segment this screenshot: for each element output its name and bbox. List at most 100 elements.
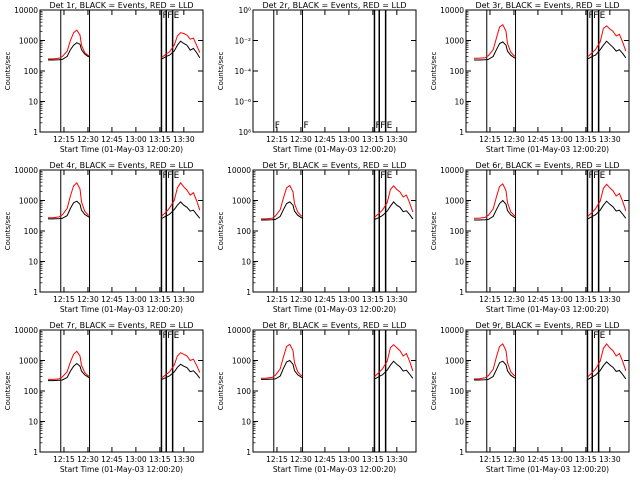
x-tick-label: 13:30 — [173, 455, 195, 464]
events-series-line — [474, 41, 516, 61]
events-series-line — [587, 40, 627, 60]
events-series-line — [161, 201, 201, 219]
lld-series-line — [374, 344, 414, 378]
plot-frame — [465, 329, 630, 453]
y-tick-label: 100 — [24, 227, 39, 236]
x-tick-label: 13:00 — [338, 135, 360, 144]
panel-title: Det 2r, BLACK = Events, RED = LLD — [262, 1, 406, 10]
lld-series-line — [474, 23, 516, 59]
x-tick-label: 12:30 — [503, 455, 525, 464]
y-tick-label: 10⁰ — [238, 6, 251, 15]
y-tick-label: 1000 — [19, 357, 38, 366]
flag-label: F — [380, 121, 385, 131]
x-tick-label: 12:30 — [77, 295, 99, 304]
x-tick-label: 13:15 — [362, 295, 384, 304]
events-series-line — [48, 362, 90, 382]
flag-label: F — [593, 171, 598, 181]
x-tick-label: 13:30 — [386, 455, 408, 464]
x-tick-label: 13:15 — [575, 295, 597, 304]
x-tick-label: 13:15 — [575, 455, 597, 464]
x-tick-label: 12:30 — [290, 455, 312, 464]
x-tick-label: 13:30 — [599, 455, 621, 464]
events-series-line — [48, 200, 90, 220]
y-tick-label: 10000 — [440, 326, 464, 335]
x-tick-label: 12:15 — [53, 295, 75, 304]
y-tick-label: 10000 — [440, 6, 464, 15]
panel-title: Det 8r, BLACK = Events, RED = LLD — [262, 321, 406, 330]
y-tick-label: 10⁻⁶ — [234, 98, 251, 107]
x-tick-label: 12:15 — [53, 135, 75, 144]
lld-series-line — [587, 25, 627, 58]
flag-label: F — [375, 121, 380, 131]
y-tick-label: 1000 — [19, 37, 38, 46]
events-series-line — [48, 42, 90, 61]
y-tick-label: 10000 — [14, 6, 38, 15]
x-axis-label: Start Time (01-May-03 12:00:20) — [486, 305, 609, 314]
y-axis-label: Counts/sec — [430, 372, 438, 411]
x-tick-label: 13:30 — [599, 295, 621, 304]
plot-frame — [465, 169, 630, 293]
y-tick-label: 1000 — [232, 357, 251, 366]
x-tick-label: 12:15 — [479, 135, 501, 144]
flag-label: F — [380, 171, 385, 181]
y-axis-label: Counts/sec — [217, 52, 225, 91]
y-tick-label: 1000 — [445, 197, 464, 206]
x-axis-label: Start Time (01-May-03 12:00:20) — [60, 465, 183, 474]
y-tick-label: 100 — [24, 387, 39, 396]
lld-series-line — [374, 185, 414, 218]
flag-label: F — [167, 171, 172, 181]
x-axis-label: Start Time (01-May-03 12:00:20) — [60, 145, 183, 154]
y-tick-label: 10 — [241, 258, 251, 267]
y-tick-label: 10 — [28, 98, 38, 107]
y-tick-label: 1 — [33, 288, 38, 297]
detector-panel: Det 4r, BLACK = Events, RED = LLD 1 10 100 1… — [0, 160, 213, 320]
plot-frame — [39, 329, 204, 453]
y-tick-label: 10⁸ — [238, 128, 251, 137]
plot-frame — [39, 169, 204, 293]
x-tick-label: 12:30 — [77, 135, 99, 144]
y-tick-label: 1 — [246, 448, 251, 457]
y-tick-label: 1 — [459, 128, 464, 137]
x-tick-label: 12:45 — [314, 455, 336, 464]
y-tick-label: 100 — [450, 227, 465, 236]
y-tick-label: 10 — [28, 418, 38, 427]
y-tick-label: 1 — [33, 448, 38, 457]
y-tick-label: 1 — [459, 288, 464, 297]
y-tick-label: 10 — [454, 418, 464, 427]
x-tick-label: 13:30 — [386, 295, 408, 304]
y-axis-label: Counts/sec — [4, 372, 12, 411]
x-tick-label: 13:00 — [551, 455, 573, 464]
flag-label: E — [174, 171, 180, 181]
detector-panel: Det 5r, BLACK = Events, RED = LLD 1 10 100 1… — [213, 160, 426, 320]
x-tick-label: 12:30 — [503, 135, 525, 144]
events-series-line — [161, 40, 201, 60]
detector-panel: Det 7r, BLACK = Events, RED = LLD 1 10 100 1… — [0, 320, 213, 480]
flag-label: E — [600, 11, 606, 21]
y-tick-label: 10⁻⁴ — [234, 67, 251, 76]
x-tick-label: 13:00 — [551, 295, 573, 304]
flag-label: E — [174, 11, 180, 21]
y-tick-label: 10 — [454, 258, 464, 267]
events-series-line — [474, 199, 516, 221]
y-tick-label: 10 — [454, 98, 464, 107]
flag-label: F — [588, 11, 593, 21]
x-tick-label: 12:15 — [479, 455, 501, 464]
lld-series-line — [587, 343, 627, 378]
lld-series-line — [161, 32, 201, 58]
y-tick-label: 1 — [33, 128, 38, 137]
x-axis-label: Start Time (01-May-03 12:00:20) — [273, 465, 396, 474]
panel-title: Det 4r, BLACK = Events, RED = LLD — [49, 161, 193, 170]
x-tick-label: 12:45 — [314, 135, 336, 144]
x-tick-label: 12:30 — [77, 455, 99, 464]
lld-series-line — [48, 29, 90, 60]
flag-label: F — [593, 11, 598, 21]
detector-panel: Det 1r, BLACK = Events, RED = LLD 1 10 100 1… — [0, 0, 213, 160]
y-tick-label: 100 — [450, 67, 465, 76]
detector-panel: Det 2r, BLACK = Events, RED = LLD 10⁸ 10⁻⁶… — [213, 0, 426, 160]
plot-frame — [465, 9, 630, 133]
flag-label: E — [387, 121, 393, 131]
x-axis-label: Start Time (01-May-03 12:00:20) — [60, 305, 183, 314]
y-tick-label: 10000 — [227, 166, 251, 175]
plot-frame — [252, 329, 417, 453]
